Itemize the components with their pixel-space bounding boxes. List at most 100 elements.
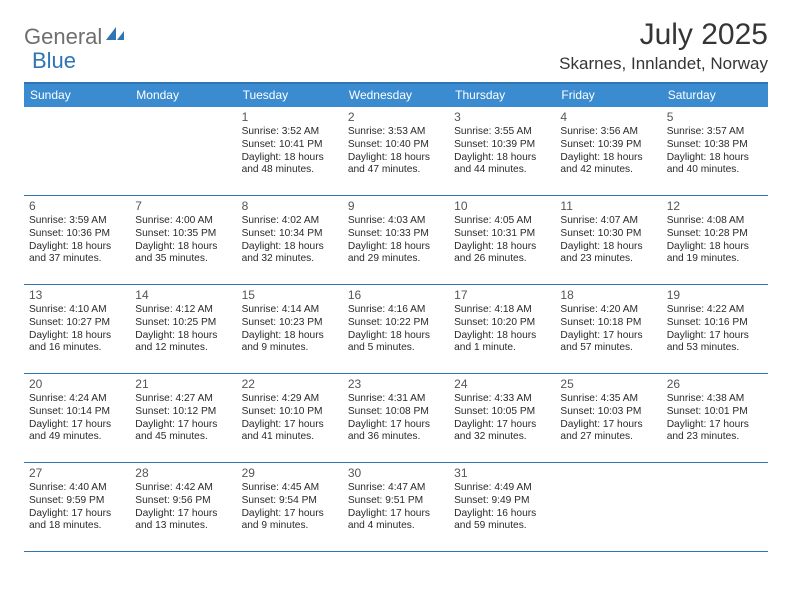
day-cell: 21Sunrise: 4:27 AMSunset: 10:12 PMDaylig…	[130, 374, 236, 463]
day-number: 28	[135, 466, 232, 481]
day-cell: 23Sunrise: 4:31 AMSunset: 10:08 PMDaylig…	[343, 374, 449, 463]
daylight-line: Daylight: 18 hours and 5 minutes.	[348, 330, 445, 356]
weekday-header: Wednesday	[343, 84, 449, 107]
daylight-line: Daylight: 18 hours and 12 minutes.	[135, 330, 232, 356]
day-cell: 11Sunrise: 4:07 AMSunset: 10:30 PMDaylig…	[555, 196, 661, 285]
sunrise-line: Sunrise: 4:00 AM	[135, 215, 232, 228]
sunset-line: Sunset: 10:31 PM	[454, 228, 551, 241]
daylight-line: Daylight: 18 hours and 32 minutes.	[242, 241, 339, 267]
empty-cell	[130, 107, 236, 196]
day-cell: 17Sunrise: 4:18 AMSunset: 10:20 PMDaylig…	[449, 285, 555, 374]
sunrise-line: Sunrise: 3:57 AM	[667, 126, 764, 139]
daylight-line: Daylight: 18 hours and 1 minute.	[454, 330, 551, 356]
daylight-line: Daylight: 17 hours and 23 minutes.	[667, 419, 764, 445]
weekday-header: Monday	[130, 84, 236, 107]
sunrise-line: Sunrise: 4:14 AM	[242, 304, 339, 317]
sunset-line: Sunset: 10:25 PM	[135, 317, 232, 330]
sunset-line: Sunset: 10:33 PM	[348, 228, 445, 241]
sunrise-line: Sunrise: 4:31 AM	[348, 393, 445, 406]
sunrise-line: Sunrise: 4:08 AM	[667, 215, 764, 228]
sunset-line: Sunset: 10:14 PM	[29, 406, 126, 419]
day-number: 12	[667, 199, 764, 214]
sunrise-line: Sunrise: 4:07 AM	[560, 215, 657, 228]
day-number: 24	[454, 377, 551, 392]
daylight-line: Daylight: 17 hours and 13 minutes.	[135, 508, 232, 534]
day-cell: 29Sunrise: 4:45 AMSunset: 9:54 PMDayligh…	[237, 463, 343, 552]
sunrise-line: Sunrise: 4:03 AM	[348, 215, 445, 228]
day-number: 27	[29, 466, 126, 481]
daylight-line: Daylight: 17 hours and 4 minutes.	[348, 508, 445, 534]
sunrise-line: Sunrise: 4:10 AM	[29, 304, 126, 317]
sunrise-line: Sunrise: 4:33 AM	[454, 393, 551, 406]
sunrise-line: Sunrise: 4:49 AM	[454, 482, 551, 495]
calendar-grid: 1Sunrise: 3:52 AMSunset: 10:41 PMDayligh…	[24, 107, 768, 552]
daylight-line: Daylight: 18 hours and 16 minutes.	[29, 330, 126, 356]
day-number: 25	[560, 377, 657, 392]
weekday-header: Saturday	[662, 84, 768, 107]
sunrise-line: Sunrise: 4:18 AM	[454, 304, 551, 317]
day-cell: 7Sunrise: 4:00 AMSunset: 10:35 PMDayligh…	[130, 196, 236, 285]
sunrise-line: Sunrise: 4:16 AM	[348, 304, 445, 317]
day-number: 7	[135, 199, 232, 214]
sunrise-line: Sunrise: 4:20 AM	[560, 304, 657, 317]
sunset-line: Sunset: 10:03 PM	[560, 406, 657, 419]
sunset-line: Sunset: 10:10 PM	[242, 406, 339, 419]
sunset-line: Sunset: 9:56 PM	[135, 495, 232, 508]
daylight-line: Daylight: 18 hours and 42 minutes.	[560, 152, 657, 178]
daylight-line: Daylight: 17 hours and 27 minutes.	[560, 419, 657, 445]
daylight-line: Daylight: 18 hours and 44 minutes.	[454, 152, 551, 178]
daylight-line: Daylight: 18 hours and 40 minutes.	[667, 152, 764, 178]
daylight-line: Daylight: 17 hours and 53 minutes.	[667, 330, 764, 356]
day-cell: 1Sunrise: 3:52 AMSunset: 10:41 PMDayligh…	[237, 107, 343, 196]
day-number: 3	[454, 110, 551, 125]
day-cell: 16Sunrise: 4:16 AMSunset: 10:22 PMDaylig…	[343, 285, 449, 374]
day-number: 23	[348, 377, 445, 392]
day-number: 2	[348, 110, 445, 125]
day-cell: 24Sunrise: 4:33 AMSunset: 10:05 PMDaylig…	[449, 374, 555, 463]
sunrise-line: Sunrise: 3:59 AM	[29, 215, 126, 228]
day-cell: 31Sunrise: 4:49 AMSunset: 9:49 PMDayligh…	[449, 463, 555, 552]
day-number: 29	[242, 466, 339, 481]
daylight-line: Daylight: 17 hours and 49 minutes.	[29, 419, 126, 445]
calendar: Sunday Monday Tuesday Wednesday Thursday…	[24, 82, 768, 552]
sunset-line: Sunset: 10:34 PM	[242, 228, 339, 241]
sunset-line: Sunset: 10:35 PM	[135, 228, 232, 241]
sunrise-line: Sunrise: 4:02 AM	[242, 215, 339, 228]
logo-sail-icon	[104, 25, 126, 50]
sunset-line: Sunset: 9:49 PM	[454, 495, 551, 508]
sunset-line: Sunset: 10:05 PM	[454, 406, 551, 419]
day-cell: 5Sunrise: 3:57 AMSunset: 10:38 PMDayligh…	[662, 107, 768, 196]
day-number: 30	[348, 466, 445, 481]
sunset-line: Sunset: 10:36 PM	[29, 228, 126, 241]
daylight-line: Daylight: 18 hours and 23 minutes.	[560, 241, 657, 267]
sunrise-line: Sunrise: 4:24 AM	[29, 393, 126, 406]
sunrise-line: Sunrise: 4:45 AM	[242, 482, 339, 495]
day-cell: 4Sunrise: 3:56 AMSunset: 10:39 PMDayligh…	[555, 107, 661, 196]
sunrise-line: Sunrise: 4:05 AM	[454, 215, 551, 228]
sunrise-line: Sunrise: 4:22 AM	[667, 304, 764, 317]
day-cell: 10Sunrise: 4:05 AMSunset: 10:31 PMDaylig…	[449, 196, 555, 285]
sunset-line: Sunset: 10:08 PM	[348, 406, 445, 419]
sunrise-line: Sunrise: 4:12 AM	[135, 304, 232, 317]
day-number: 26	[667, 377, 764, 392]
sunrise-line: Sunrise: 3:56 AM	[560, 126, 657, 139]
day-cell: 27Sunrise: 4:40 AMSunset: 9:59 PMDayligh…	[24, 463, 130, 552]
daylight-line: Daylight: 17 hours and 57 minutes.	[560, 330, 657, 356]
day-cell: 26Sunrise: 4:38 AMSunset: 10:01 PMDaylig…	[662, 374, 768, 463]
day-number: 15	[242, 288, 339, 303]
day-number: 4	[560, 110, 657, 125]
daylight-line: Daylight: 17 hours and 36 minutes.	[348, 419, 445, 445]
sunset-line: Sunset: 10:38 PM	[667, 139, 764, 152]
sunrise-line: Sunrise: 4:29 AM	[242, 393, 339, 406]
sunset-line: Sunset: 10:20 PM	[454, 317, 551, 330]
day-cell: 6Sunrise: 3:59 AMSunset: 10:36 PMDayligh…	[24, 196, 130, 285]
day-cell: 13Sunrise: 4:10 AMSunset: 10:27 PMDaylig…	[24, 285, 130, 374]
day-cell: 25Sunrise: 4:35 AMSunset: 10:03 PMDaylig…	[555, 374, 661, 463]
day-number: 18	[560, 288, 657, 303]
sunrise-line: Sunrise: 4:38 AM	[667, 393, 764, 406]
sunrise-line: Sunrise: 3:55 AM	[454, 126, 551, 139]
day-number: 19	[667, 288, 764, 303]
day-cell: 19Sunrise: 4:22 AMSunset: 10:16 PMDaylig…	[662, 285, 768, 374]
weekday-header: Friday	[555, 84, 661, 107]
day-number: 22	[242, 377, 339, 392]
